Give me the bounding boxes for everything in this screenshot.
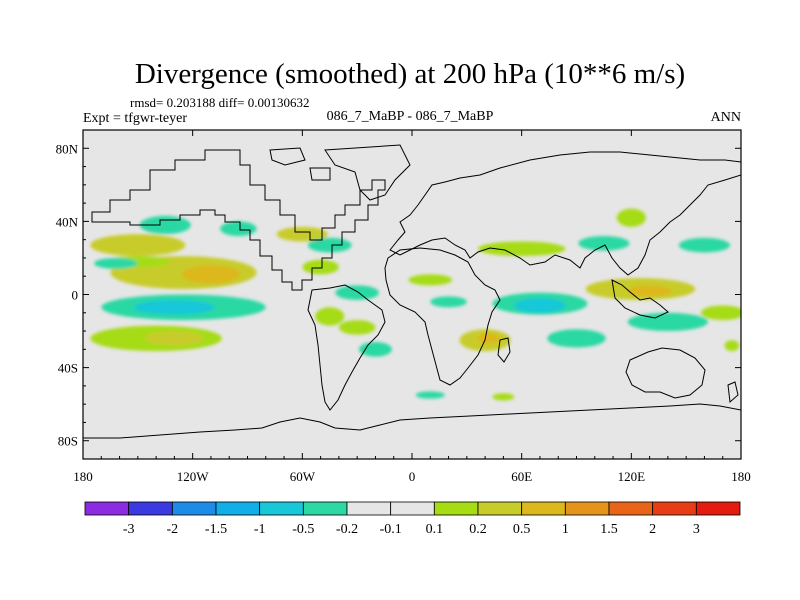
field-region-green-band-s-pacific-15s (627, 312, 709, 332)
colorbar-box (652, 501, 697, 516)
y-tick-label: 40N (56, 214, 79, 229)
y-tick-label: 80S (58, 434, 78, 449)
divergence-field (90, 208, 741, 401)
coastline-arctic-islands (269, 147, 331, 181)
coastline-antarctica (83, 403, 741, 439)
coastline-south-america (307, 284, 386, 411)
x-tick-label: 180 (731, 469, 751, 484)
field-region-lime-patch-s-america-15s (315, 307, 345, 326)
colorbar-box (521, 501, 566, 516)
colorbar-label: 2 (649, 522, 656, 537)
chart-title: Divergence (smoothed) at 200 hPa (10**6 … (135, 58, 685, 90)
field-region-lime-patch-s-atlantic-20s (338, 320, 376, 335)
colorbar: -3 -2 -1.5 -1 -0.5 -0.2 -0.1 0.1 0.2 0.5 1 1.5 2 3 (84, 501, 741, 537)
x-tick-label: 120W (177, 469, 210, 484)
x-tick-label: 60W (290, 469, 316, 484)
field-region-green-patch-s-atlantic-30s (358, 342, 392, 357)
x-tick-label: 0 (409, 469, 416, 484)
x-tick-label: 60E (511, 469, 532, 484)
y-tick-label: 0 (72, 288, 79, 303)
field-region-orange-core-pacific-10n (181, 265, 241, 284)
colorbar-label: -0.2 (336, 522, 358, 537)
colorbar-label: -1 (254, 522, 266, 537)
coastline-greenland (324, 144, 411, 201)
y-axis: 80N 40N 0 40S 80S (56, 141, 741, 449)
colorbar-label: -0.1 (380, 522, 402, 537)
field-region-olive-patch-n-america-35n (276, 226, 328, 242)
experiment-label: Expt = tfgwr-teyer (83, 111, 187, 126)
coastline-new-zealand (727, 381, 739, 404)
colorbar-box (128, 501, 173, 516)
coastline-africa (384, 247, 501, 386)
field-region-olive-core-s-pacific-25s (145, 331, 204, 346)
colorbar-box (171, 501, 217, 516)
field-region-lime-patch-southern-ocean-55s (492, 393, 515, 401)
field-region-green-band-atlantic-0 (335, 285, 380, 300)
colorbar-box (215, 501, 261, 516)
x-axis: 180 120W 60W 0 60E 120E 180 (73, 130, 751, 484)
field-region-green-patch-southern-ocean-55s (415, 391, 445, 399)
colorbar-label: -2 (166, 522, 178, 537)
colorbar-box (390, 501, 435, 516)
field-region-green-patch-asia-30n (578, 236, 630, 251)
field-region-lime-patch-africa-10n (408, 274, 453, 286)
colorbar-label: 0.1 (426, 522, 444, 537)
colorbar-label: 1.5 (600, 522, 618, 537)
colorbar-box (84, 501, 130, 516)
field-region-green-patch-n-pacific-30n (678, 237, 731, 253)
colorbar-box (433, 501, 479, 516)
colorbar-label: -1.5 (205, 522, 227, 537)
season-label: ANN (711, 110, 741, 125)
field-region-lime-band-asia-25n (477, 241, 566, 257)
field-region-orange-core-w-pacific-5n (627, 285, 672, 297)
field-region-blue-core-pacific-8s (134, 299, 215, 315)
y-tick-label: 40S (58, 361, 78, 376)
colorbar-box (695, 501, 741, 516)
field-region-lime-patch-atlantic-15n (302, 259, 339, 275)
x-tick-label: 180 (73, 469, 93, 484)
field-region-green-patch-n-atlantic-30n (307, 237, 352, 253)
colorbar-box (477, 501, 523, 516)
colorbar-label: -3 (123, 522, 135, 537)
case-label: 086_7_MaBP - 086_7_MaBP (327, 109, 494, 124)
field-region-orange-core-s-africa-25s (477, 332, 500, 344)
field-region-green-patch-s-indian-25s (547, 329, 606, 348)
field-region-lime-band-e-pacific-15s (700, 305, 741, 321)
colorbar-label: 0.5 (513, 522, 531, 537)
coastline-southeast-asia (611, 279, 669, 319)
field-region-lime-patch-china-40n (616, 208, 646, 227)
coastline-australia (625, 347, 706, 399)
coastline-madagascar (497, 337, 511, 363)
field-region-green-patch-n-america-40n (220, 221, 257, 237)
colorbar-box (302, 501, 348, 516)
field-region-blue-core-indian-5s (514, 298, 566, 313)
colorbar-label: 1 (562, 522, 569, 537)
colorbar-box (259, 501, 304, 516)
colorbar-box (346, 501, 392, 516)
colorbar-label: -0.5 (292, 522, 314, 537)
stats-line: rmsd= 0.203188 diff= 0.00130632 (130, 95, 309, 110)
colorbar-label: 3 (693, 522, 700, 537)
field-region-green-strip-w-pacific-10n (93, 257, 138, 269)
colorbar-box (564, 501, 610, 516)
x-tick-label: 120E (618, 469, 646, 484)
coastlines (83, 144, 741, 439)
coastline-north-america (91, 149, 386, 291)
colorbar-label: 0.2 (469, 522, 487, 537)
field-region-green-patch-africa-0 (430, 296, 467, 308)
field-region-lime-patch-e-pacific-25s (724, 340, 740, 352)
colorbar-box (608, 501, 654, 516)
field-region-olive-band-w-30n (90, 234, 186, 257)
coastline-eurasia (389, 151, 741, 276)
y-tick-label: 80N (56, 141, 79, 156)
